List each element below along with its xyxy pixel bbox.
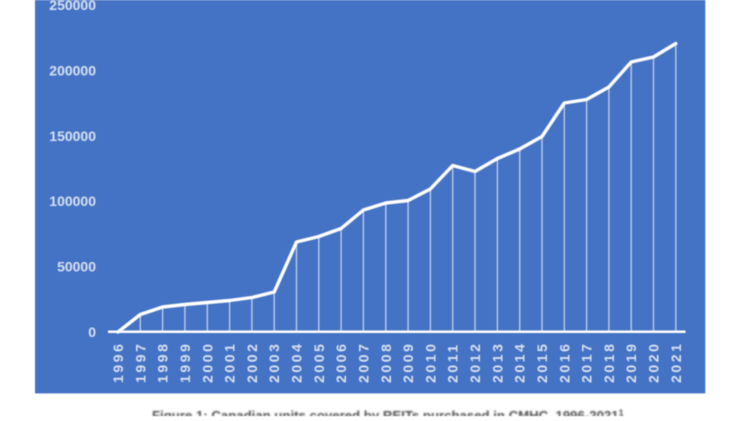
svg-text:Figure 1: Canadian units cover: Figure 1: Canadian units covered by REIT…: [152, 408, 624, 416]
svg-text:1998: 1998: [155, 341, 171, 383]
svg-text:2011: 2011: [445, 342, 461, 383]
svg-text:2013: 2013: [489, 341, 505, 383]
svg-text:150000: 150000: [49, 128, 96, 144]
svg-text:2012: 2012: [467, 341, 483, 383]
svg-text:2000: 2000: [199, 341, 215, 383]
svg-text:2015: 2015: [534, 341, 550, 383]
svg-text:2002: 2002: [244, 341, 260, 383]
svg-text:2003: 2003: [266, 341, 282, 383]
svg-text:2020: 2020: [646, 341, 662, 383]
svg-text:250000: 250000: [49, 0, 96, 13]
svg-text:2009: 2009: [400, 341, 416, 383]
svg-text:2005: 2005: [311, 341, 327, 383]
svg-text:100000: 100000: [49, 193, 96, 209]
svg-text:2019: 2019: [623, 341, 639, 383]
svg-text:2010: 2010: [422, 341, 438, 383]
svg-text:2018: 2018: [601, 341, 617, 383]
svg-text:2016: 2016: [556, 341, 572, 383]
svg-text:2021: 2021: [668, 341, 684, 383]
svg-text:2004: 2004: [289, 341, 305, 383]
svg-text:1996: 1996: [110, 341, 126, 383]
svg-text:2007: 2007: [355, 341, 371, 383]
svg-text:1999: 1999: [177, 341, 193, 383]
svg-text:2008: 2008: [378, 341, 394, 383]
svg-text:2006: 2006: [333, 341, 349, 383]
svg-text:2017: 2017: [579, 341, 595, 383]
svg-text:50000: 50000: [57, 259, 96, 275]
svg-text:1997: 1997: [132, 341, 148, 383]
svg-text:2014: 2014: [512, 341, 528, 383]
svg-text:2001: 2001: [222, 341, 238, 383]
svg-text:0: 0: [88, 324, 96, 340]
svg-text:200000: 200000: [49, 62, 96, 78]
